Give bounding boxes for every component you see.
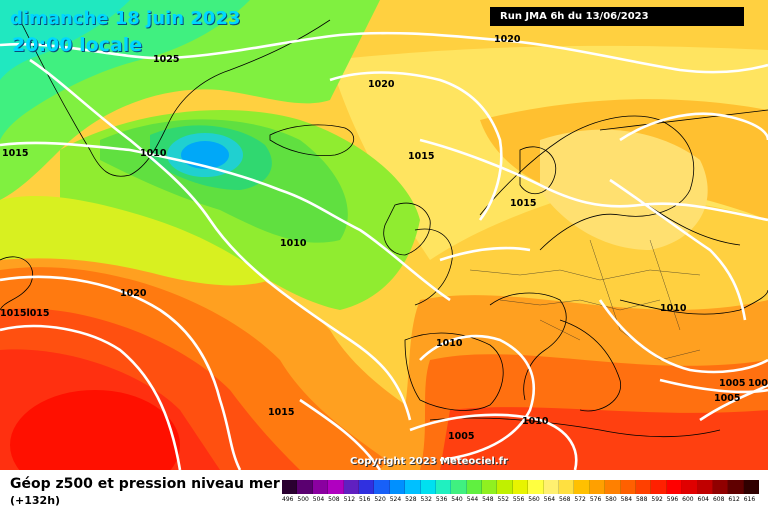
color-scale-label: 540 (451, 496, 463, 503)
color-scale-swatch: 612 (728, 480, 744, 503)
forecast-time: 20:00 locale (12, 34, 143, 56)
color-scale-swatch: 532 (420, 480, 436, 503)
color-scale-label: 520 (374, 496, 386, 503)
color-scale-swatch: 588 (635, 480, 652, 503)
color-scale-swatch: 552 (497, 480, 513, 503)
isobar-label: 1020 (368, 79, 395, 90)
color-scale-swatch: 516 (358, 480, 375, 503)
isobar-label: 1010 (280, 238, 307, 249)
color-scale-label: 572 (574, 496, 586, 503)
isobar-label: 1010 (660, 303, 687, 314)
isobar-label: 1020 (120, 288, 147, 299)
color-scale-label: 496 (282, 496, 294, 503)
country-borders (469, 239, 701, 361)
low-pressure-core (181, 141, 229, 169)
color-scale-label: 560 (528, 496, 540, 503)
color-scale-label: 556 (512, 496, 525, 503)
color-scale-label: 592 (651, 496, 663, 503)
copyright-notice: Copyright 2023 Meteociel.fr (350, 456, 508, 467)
forecast-offset: (+132h) (10, 494, 61, 507)
color-scale: 496 500 504 508 512 516 520 524 528 532 536 540 544 5… (282, 480, 760, 503)
isobar-label: 1010 (140, 148, 167, 159)
color-scale-label: 596 (666, 496, 679, 503)
color-scale-swatch: 616 (743, 480, 760, 503)
isobar-label: 1005 (448, 431, 474, 442)
isobar-label: 1015 (510, 198, 536, 209)
color-scale-swatch: 572 (574, 480, 590, 503)
legend-title: Géop z500 et pression niveau mer (10, 476, 280, 492)
color-scale-label: 584 (620, 496, 633, 503)
geopotential-pressure-map: 1025 1020 1020 1015 1010 1015 1015 1010 … (0, 0, 768, 470)
color-scale-swatch: 508 (328, 480, 344, 503)
color-scale-label: 568 (559, 496, 571, 503)
isobar-label: 1005 (719, 378, 745, 389)
color-scale-swatch: 600 (682, 480, 698, 503)
isobar-label: 1015 (268, 407, 294, 418)
color-scale-label: 544 (466, 496, 479, 503)
color-scale-swatch: 520 (374, 480, 390, 503)
color-scale-label: 508 (328, 496, 340, 503)
color-scale-swatch: 540 (451, 480, 467, 503)
isobar-labels: 1025 1020 1020 1015 1010 1015 1015 1010 … (0, 34, 768, 442)
color-scale-swatch: 548 (482, 480, 498, 503)
isobar-label: 1020 (494, 34, 521, 45)
color-scale-swatch: 580 (605, 480, 621, 503)
color-scale-swatch: 568 (559, 480, 575, 503)
color-scale-swatch: 604 (697, 480, 713, 503)
forecast-date: dimanche 18 juin 2023 (10, 8, 241, 29)
color-scale-label: 532 (420, 496, 432, 503)
color-scale-label: 536 (435, 496, 448, 503)
isobar-label: 1005 (748, 378, 768, 389)
color-scale-label: 548 (482, 496, 494, 503)
color-scale-label: 500 (297, 496, 309, 503)
color-scale-swatch: 564 (543, 480, 560, 503)
isobar-label: 1005 (714, 393, 740, 404)
color-scale-label: 516 (358, 496, 371, 503)
isobar-label: 1015 (2, 148, 28, 159)
color-scale-swatch: 496 (282, 480, 298, 503)
color-scale-swatch: 608 (712, 480, 729, 503)
color-scale-label: 528 (405, 496, 417, 503)
color-scale-swatch: 592 (651, 480, 667, 503)
color-scale-label: 504 (312, 496, 325, 503)
legend-bar: Géop z500 et pression niveau mer (+132h)… (0, 470, 768, 512)
isobar-label: 1015 (408, 151, 434, 162)
color-scale-label: 576 (589, 496, 602, 503)
model-run-info: Run JMA 6h du 13/06/2023 (490, 7, 744, 26)
color-scale-swatch: 524 (389, 480, 406, 503)
color-scale-swatch: 544 (466, 480, 483, 503)
color-scale-swatch: 528 (405, 480, 421, 503)
color-scale-swatch: 536 (435, 480, 452, 503)
color-scale-swatch: 596 (666, 480, 683, 503)
color-scale-swatch: 584 (620, 480, 636, 503)
isobar-label: 1010 (436, 338, 463, 349)
isobar-label: 1025 (153, 54, 179, 65)
color-scale-label: 552 (497, 496, 509, 503)
color-scale-swatch: 560 (528, 480, 544, 503)
isobars (0, 31, 768, 470)
color-scale-label: 564 (543, 496, 556, 503)
color-scale-label: 600 (682, 496, 694, 503)
color-scale-label: 512 (343, 496, 356, 503)
color-scale-swatch: 504 (312, 480, 329, 503)
color-scale-label: 524 (389, 496, 402, 503)
color-scale-label: 616 (743, 496, 756, 503)
isobar-label: 1010 (522, 416, 549, 427)
color-scale-label: 608 (712, 496, 725, 503)
high-pressure-core (10, 390, 180, 470)
color-scale-swatch: 576 (589, 480, 606, 503)
coastlines (0, 19, 768, 438)
color-scale-swatch: 512 (343, 480, 359, 503)
color-scale-label: 580 (605, 496, 617, 503)
color-scale-label: 588 (635, 496, 648, 503)
color-scale-swatch: 556 (512, 480, 529, 503)
color-scale-swatch: 500 (297, 480, 313, 503)
isobar-label: 1015l015 (0, 308, 50, 319)
color-scale-label: 604 (697, 496, 709, 503)
color-scale-label: 612 (728, 496, 740, 503)
